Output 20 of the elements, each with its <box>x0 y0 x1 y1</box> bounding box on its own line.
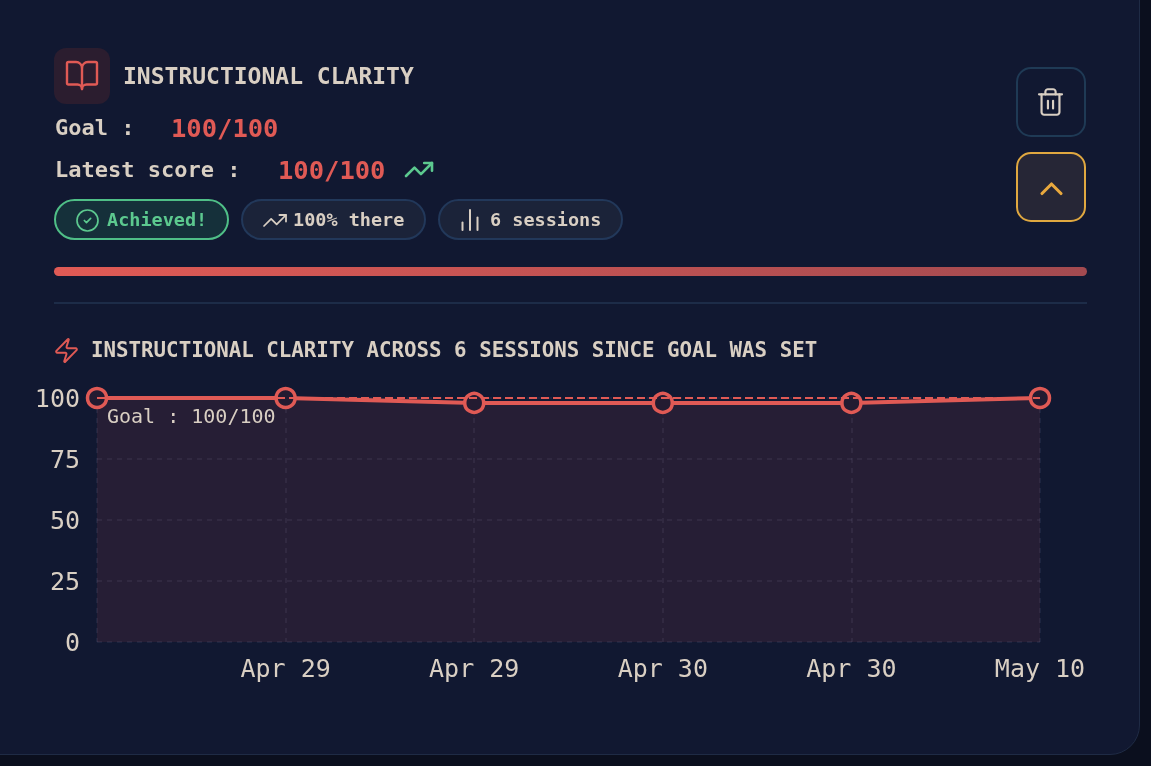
y-tick-label: 75 <box>49 444 80 474</box>
x-tick-label: Apr 29 <box>429 654 520 683</box>
chart-title: INSTRUCTIONAL CLARITY <box>123 62 414 91</box>
text: Latest score : <box>55 156 241 184</box>
ref-line-label: Goal : 100/100 <box>107 404 276 428</box>
text: 100/100 <box>171 113 279 143</box>
text: Goal : <box>55 114 135 142</box>
badge: Achieved! <box>54 199 229 240</box>
y-tick-label: 50 <box>49 505 80 535</box>
text: 100/100 <box>278 155 386 185</box>
badge: 100% there <box>241 199 426 240</box>
x-tick-label: Apr 29 <box>240 654 331 683</box>
badge: 6 sessions <box>438 199 623 240</box>
x-tick-label: Apr 30 <box>617 654 708 683</box>
x-tick-label: May 10 <box>994 654 1086 683</box>
y-tick-label: 0 <box>64 627 80 657</box>
x-tick-label: Apr 30 <box>806 654 897 683</box>
chart-subtitle: INSTRUCTIONAL CLARITY ACROSS 6 SESSIONS SINCE GOAL WAS SET <box>91 337 818 364</box>
y-tick-label: 100 <box>34 383 80 413</box>
y-tick-label: 25 <box>49 566 80 596</box>
